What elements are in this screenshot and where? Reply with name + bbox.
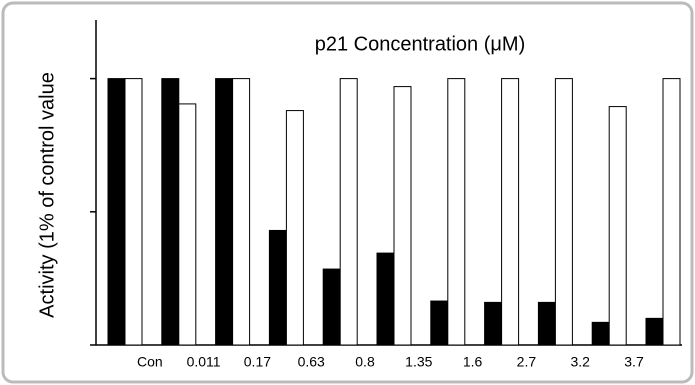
bar [161,78,180,346]
bar [107,78,126,346]
bar [285,110,304,346]
bar [322,268,341,346]
chart-title: p21 Concentration (μM) [315,33,526,55]
x-tick-label: 2.7 [517,354,537,370]
bar [537,301,556,346]
x-tick-label: 3.2 [570,354,590,370]
bar [645,317,664,346]
bar [268,229,287,346]
bar [339,78,358,346]
x-tick-label: 0.17 [244,354,271,370]
x-tick-label: 1.6 [463,354,483,370]
x-tick-label: 0.8 [355,354,375,370]
bar [393,86,412,346]
bar [447,78,466,346]
bar [376,252,395,346]
bar [608,106,627,346]
x-tick-label: 0.63 [298,354,325,370]
x-tick-label: Con [137,354,163,370]
x-tick-label: 1.35 [405,354,432,370]
bar [430,300,449,346]
bar [232,78,251,346]
y-axis-label: Activity (1% of control value [36,72,58,318]
bar [591,321,610,346]
bar [124,78,143,346]
bar [484,301,503,346]
bar [501,78,520,346]
x-tick-label: 3.7 [624,354,644,370]
bar [662,78,681,346]
bar [215,78,234,346]
bar [554,78,573,346]
bar [178,103,197,346]
x-tick-label: 0.011 [187,354,221,370]
